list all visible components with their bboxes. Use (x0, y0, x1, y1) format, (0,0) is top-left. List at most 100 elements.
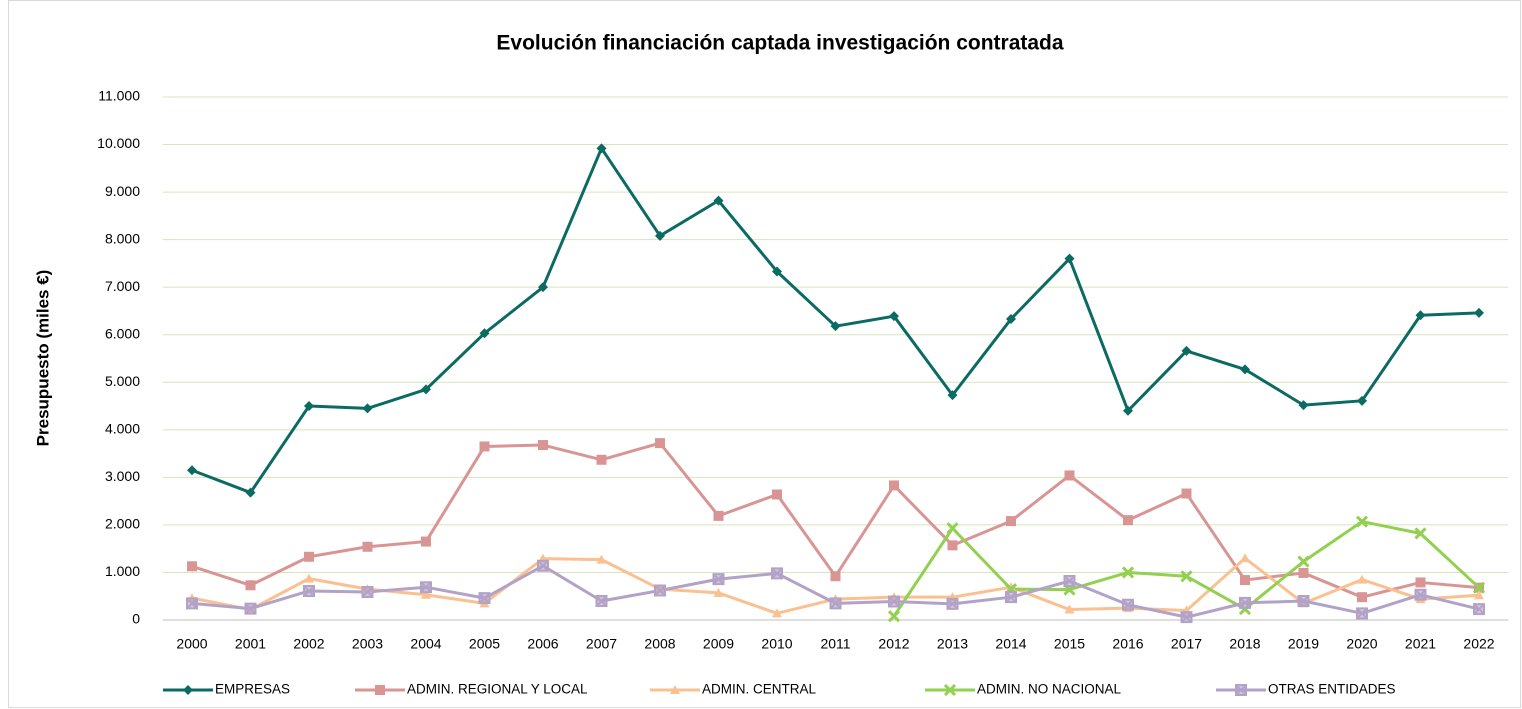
legend-label: ADMIN. NO NACIONAL (977, 682, 1122, 697)
marker (670, 685, 680, 694)
x-tick-label: 2019 (1288, 636, 1319, 652)
marker (1297, 555, 1310, 568)
y-tick-label: 3.000 (105, 468, 140, 484)
marker (1357, 574, 1367, 584)
marker (1180, 611, 1193, 624)
marker (655, 438, 665, 449)
x-tick-label: 2001 (235, 636, 266, 652)
marker (304, 573, 314, 583)
marker (1355, 515, 1369, 528)
marker (830, 321, 841, 332)
y-tick-label: 8.000 (105, 230, 140, 246)
marker (245, 580, 256, 591)
marker (946, 522, 959, 535)
marker (1064, 470, 1075, 481)
marker (1474, 307, 1484, 318)
marker (889, 311, 899, 322)
y-tick-label: 7.000 (105, 278, 140, 294)
x-tick-label: 2010 (761, 636, 792, 652)
y-axis-label: Presupuesto (miles €) (33, 270, 52, 447)
marker (361, 585, 374, 598)
marker (1121, 566, 1135, 579)
marker (888, 595, 900, 608)
x-tick-label: 2012 (878, 636, 909, 652)
marker (1123, 515, 1133, 526)
y-tick-label: 1.000 (105, 563, 140, 579)
marker (772, 489, 782, 500)
marker (362, 541, 373, 552)
marker (1240, 575, 1250, 586)
marker (1357, 395, 1367, 406)
marker (712, 573, 725, 586)
x-tick-label: 2009 (703, 636, 734, 652)
x-tick-label: 2016 (1112, 636, 1143, 652)
marker (713, 587, 724, 597)
y-tick-label: 6.000 (105, 325, 140, 341)
marker (1356, 607, 1368, 620)
marker (1180, 570, 1193, 583)
marker (713, 510, 724, 521)
marker (1298, 400, 1309, 411)
marker (303, 584, 315, 597)
x-tick-label: 2021 (1405, 636, 1436, 652)
marker (186, 597, 198, 610)
chart-border (8, 0, 1521, 708)
y-tick-label: 2.000 (105, 516, 140, 532)
marker (596, 454, 607, 465)
marker (1474, 590, 1484, 600)
marker (537, 559, 549, 572)
x-tick-label: 2002 (293, 636, 324, 652)
marker (947, 390, 958, 401)
marker (1414, 527, 1427, 540)
legend-label: ADMIN. CENTRAL (702, 682, 817, 697)
marker (947, 540, 958, 551)
y-tick-label: 11.000 (98, 88, 140, 104)
x-tick-label: 2004 (410, 636, 441, 652)
marker (304, 551, 314, 562)
x-tick-label: 2015 (1054, 636, 1085, 652)
y-tick-label: 5.000 (105, 373, 140, 389)
marker (1298, 567, 1309, 578)
marker (421, 536, 431, 547)
marker (244, 602, 257, 615)
marker (421, 384, 431, 395)
marker (1240, 553, 1250, 563)
marker (187, 465, 197, 476)
marker (654, 584, 666, 597)
marker (830, 571, 841, 582)
marker (1123, 405, 1133, 416)
marker (946, 597, 959, 610)
marker (1006, 516, 1016, 527)
x-tick-label: 2003 (352, 636, 383, 652)
x-tick-label: 2011 (820, 636, 850, 652)
x-tick-label: 2008 (644, 636, 675, 652)
marker (771, 567, 783, 580)
marker (1415, 310, 1426, 321)
series-line (191, 146, 1480, 495)
marker (1235, 684, 1247, 696)
x-tick-label: 2018 (1229, 636, 1260, 652)
x-tick-label: 2020 (1346, 636, 1377, 652)
marker (538, 440, 548, 451)
marker (1472, 581, 1486, 594)
x-tick-label: 2006 (527, 636, 558, 652)
marker (1063, 575, 1076, 588)
legend-label: EMPRESAS (215, 682, 290, 697)
marker (596, 143, 607, 154)
marker (375, 685, 385, 695)
marker (655, 230, 665, 241)
marker (420, 581, 432, 594)
marker (183, 685, 193, 695)
marker (772, 608, 782, 618)
marker (1414, 588, 1427, 601)
x-tick-label: 2022 (1463, 636, 1494, 652)
marker (1006, 314, 1016, 325)
marker (1005, 591, 1017, 604)
x-tick-label: 2007 (586, 636, 617, 652)
marker (943, 683, 957, 697)
marker (887, 610, 901, 623)
marker (1473, 603, 1485, 616)
marker (245, 487, 256, 498)
marker (304, 401, 314, 412)
